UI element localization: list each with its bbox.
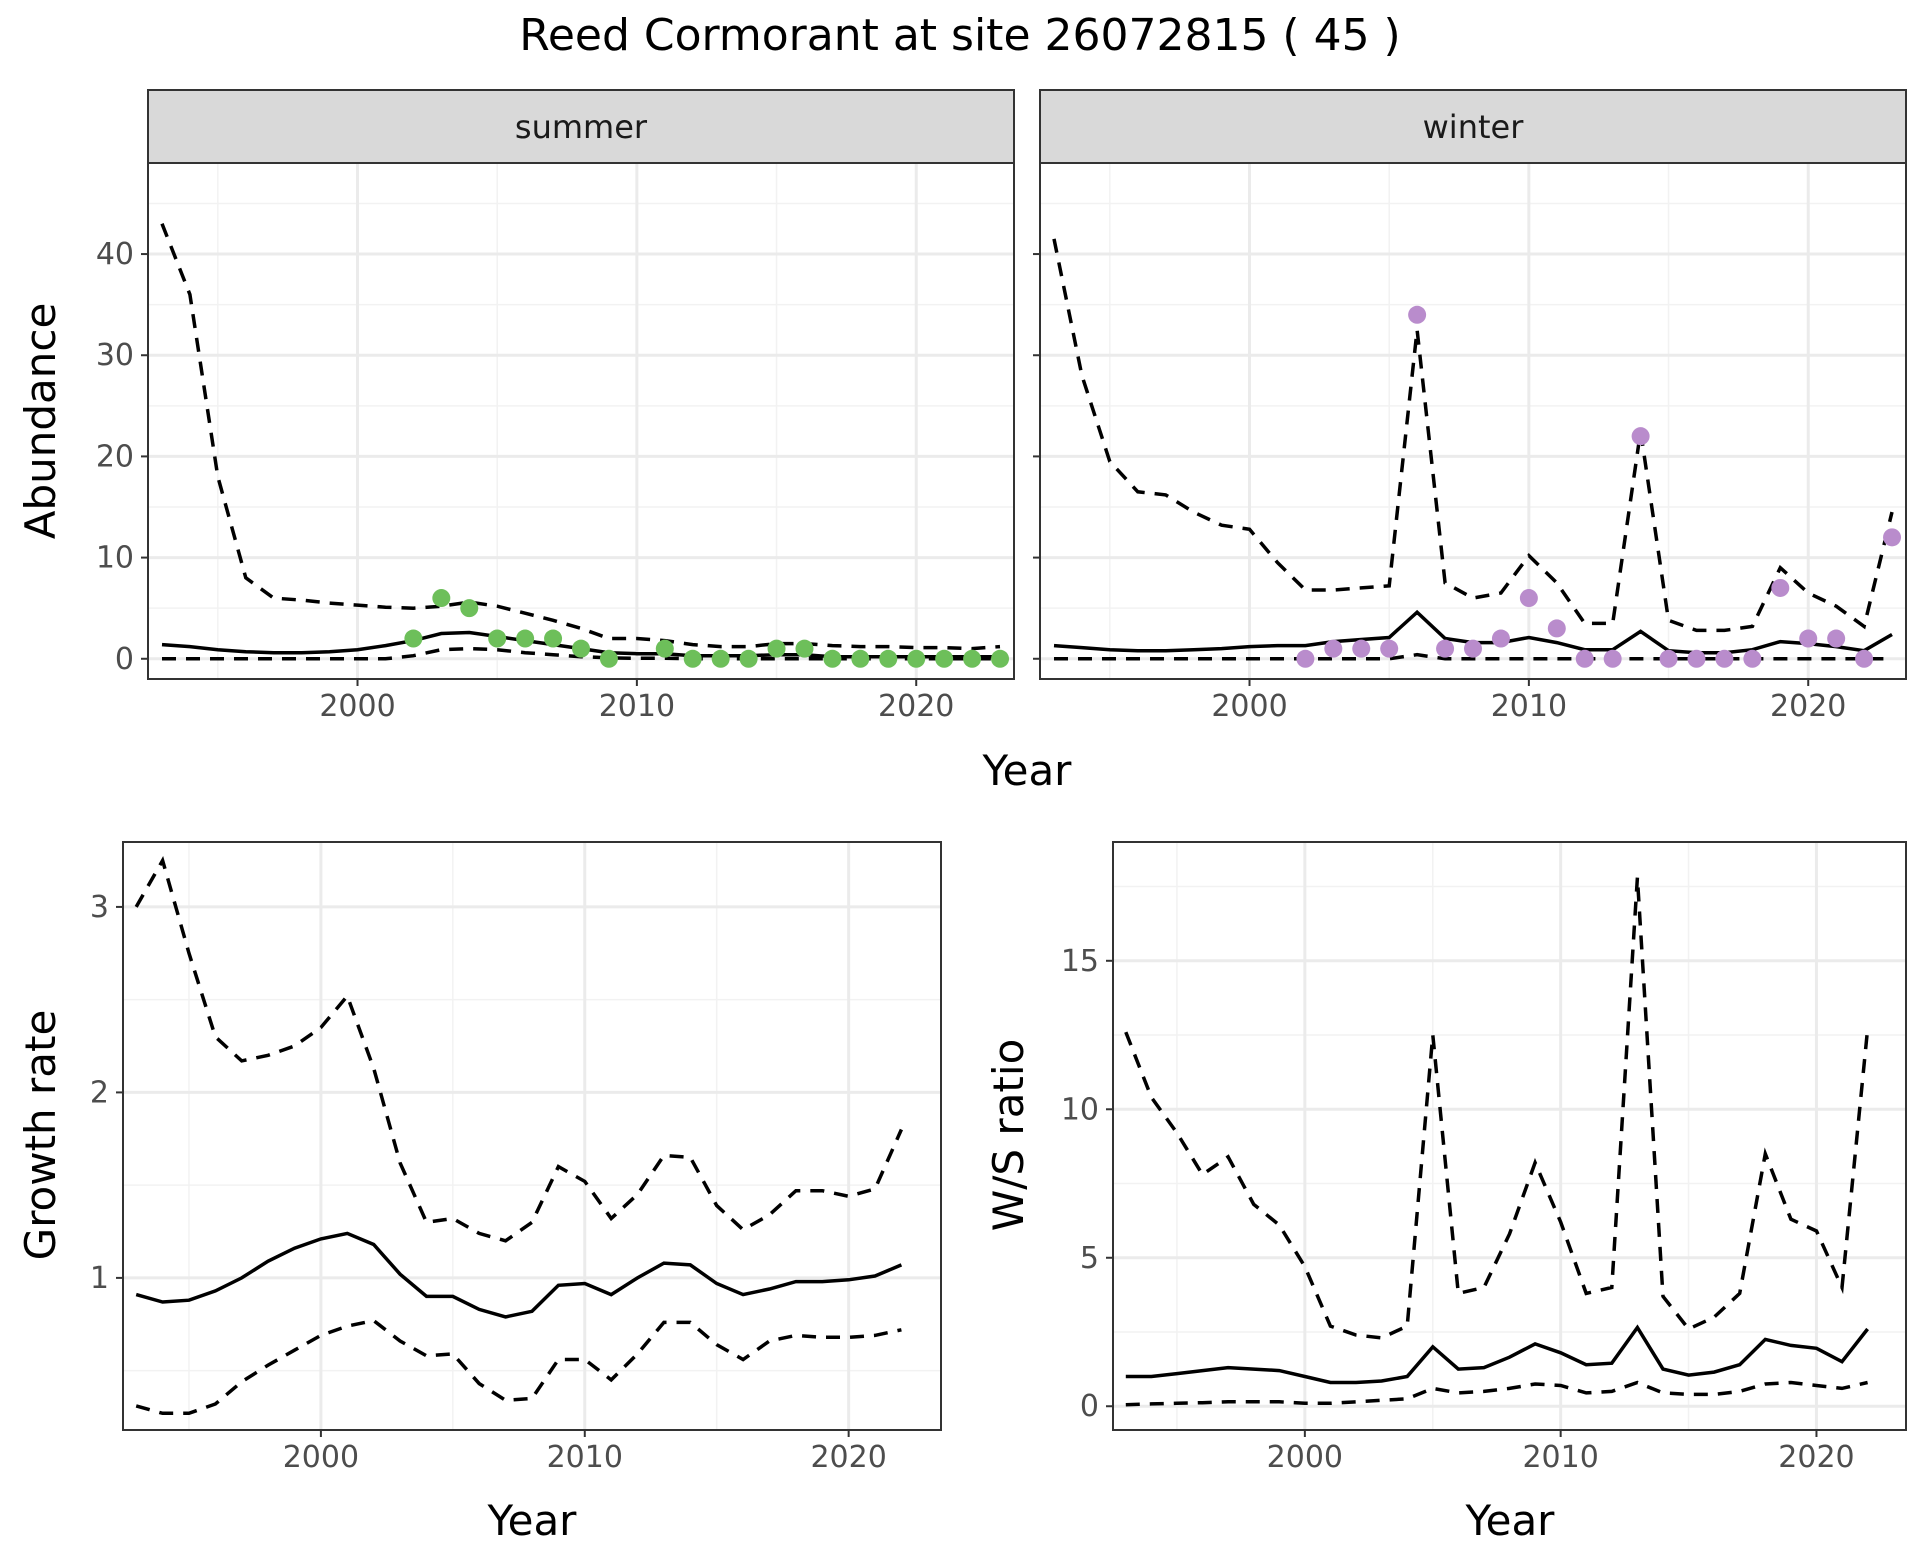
abundance-winter-panel: 2000 2010 2020 winter bbox=[1033, 89, 1907, 724]
observed-count-point bbox=[1547, 619, 1566, 638]
panel-border bbox=[122, 841, 942, 1431]
facet-strip-label: winter bbox=[1423, 108, 1525, 146]
observed-count-point bbox=[488, 629, 507, 648]
observed-count-point bbox=[599, 649, 618, 668]
observed-count-point bbox=[1464, 639, 1482, 658]
x-tick-label: 2010 bbox=[547, 1440, 623, 1475]
observed-count-point bbox=[879, 649, 898, 668]
observed-count-point bbox=[1799, 629, 1818, 648]
observed-count-point bbox=[1631, 427, 1650, 446]
observed-count-point bbox=[1324, 639, 1343, 658]
x-tick-label: 2010 bbox=[1522, 1440, 1598, 1475]
observed-count-point bbox=[851, 649, 870, 668]
observed-count-point bbox=[963, 649, 982, 668]
observed-count-point bbox=[907, 649, 926, 668]
y-tick-label: 10 bbox=[1061, 1092, 1099, 1127]
growth-rate-panel: 2000 2010 2020 1 2 3 bbox=[90, 841, 942, 1475]
growth-x-axis-title: Year bbox=[487, 1496, 578, 1545]
y-tick-label: 2 bbox=[90, 1075, 109, 1110]
x-tick-label: 2000 bbox=[283, 1440, 359, 1475]
observed-count-point bbox=[683, 649, 702, 668]
facet-strip-label: summer bbox=[515, 108, 648, 146]
y-tick-label: 3 bbox=[90, 890, 109, 925]
x-tick-label: 2000 bbox=[1211, 689, 1287, 724]
y-tick-label: 0 bbox=[115, 642, 134, 677]
observed-count-point bbox=[1855, 649, 1874, 668]
observed-count-point bbox=[823, 649, 842, 668]
x-tick-label: 2020 bbox=[1770, 689, 1846, 724]
upper-ci-line bbox=[134, 856, 903, 1243]
panel-border bbox=[1112, 841, 1907, 1431]
abundance-y-axis-title: Abundance bbox=[16, 303, 65, 540]
y-tick-label: 1 bbox=[90, 1261, 109, 1296]
observed-count-point bbox=[655, 639, 674, 658]
observed-count-point bbox=[795, 639, 814, 658]
x-tick-label: 2000 bbox=[1267, 1440, 1343, 1475]
upper-ci-line bbox=[160, 223, 1001, 651]
lower-ci-line bbox=[135, 1318, 902, 1416]
observed-count-point bbox=[1436, 639, 1455, 658]
x-tick-label: 2020 bbox=[810, 1440, 886, 1475]
observed-count-point bbox=[711, 649, 730, 668]
observed-count-point bbox=[404, 629, 423, 648]
x-tick-label: 2010 bbox=[599, 689, 675, 724]
y-tick-label: 0 bbox=[1080, 1389, 1099, 1424]
facet-strip bbox=[1039, 89, 1907, 164]
abundance-x-axis-title: Year bbox=[982, 746, 1073, 795]
lower-ci-line bbox=[1125, 1380, 1868, 1407]
y-tick-label: 20 bbox=[96, 439, 134, 474]
ws-x-axis-title: Year bbox=[1465, 1496, 1556, 1545]
x-tick-label: 2000 bbox=[319, 689, 395, 724]
y-tick-label: 15 bbox=[1061, 944, 1099, 979]
facet-strip bbox=[147, 89, 1015, 164]
panel-background bbox=[1113, 842, 1906, 1430]
observed-count-point bbox=[572, 639, 590, 658]
observed-count-point bbox=[432, 589, 451, 608]
observed-count-point bbox=[1352, 639, 1371, 658]
observed-count-point bbox=[460, 599, 479, 618]
observed-count-point bbox=[1659, 649, 1678, 668]
observed-count-point bbox=[1408, 305, 1427, 324]
y-tick-label: 40 bbox=[96, 237, 134, 272]
observed-count-point bbox=[1883, 528, 1902, 547]
panel-background bbox=[148, 163, 1014, 679]
observed-count-point bbox=[767, 639, 786, 658]
observed-count-point bbox=[1743, 649, 1762, 668]
ws-y-axis-title: W/S ratio bbox=[984, 1039, 1033, 1232]
observed-count-point bbox=[1827, 629, 1846, 648]
observed-count-point bbox=[935, 649, 954, 668]
growth-y-axis-title: Growth rate bbox=[16, 1010, 65, 1261]
x-tick-label: 2020 bbox=[878, 689, 954, 724]
y-tick-label: 5 bbox=[1080, 1241, 1099, 1276]
ws-ratio-panel: 2000 2010 2020 0 5 10 15 bbox=[1061, 841, 1907, 1475]
observed-count-point bbox=[1687, 649, 1706, 668]
x-tick-label: 2010 bbox=[1491, 689, 1567, 724]
y-tick-label: 30 bbox=[96, 338, 134, 373]
observed-count-point bbox=[1575, 649, 1594, 668]
observed-count-point bbox=[1715, 649, 1734, 668]
y-tick-label: 10 bbox=[96, 541, 134, 576]
mean-line bbox=[135, 1231, 903, 1319]
abundance-summer-panel: 2000 2010 2020 0 10 20 30 40 summer bbox=[96, 89, 1015, 724]
x-tick-label: 2020 bbox=[1778, 1440, 1854, 1475]
observed-count-point bbox=[1296, 649, 1315, 668]
figure-title: Reed Cormorant at site 26072815 ( 45 ) bbox=[519, 10, 1400, 61]
upper-ci-line bbox=[1124, 877, 1870, 1340]
panel-background bbox=[1040, 163, 1906, 679]
upper-ci-line bbox=[1052, 238, 1894, 633]
observed-count-point bbox=[1519, 589, 1538, 608]
observed-count-point bbox=[739, 649, 758, 668]
observed-count-point bbox=[991, 649, 1010, 668]
mean-line bbox=[1125, 1324, 1869, 1385]
observed-count-point bbox=[1491, 629, 1510, 648]
observed-count-point bbox=[544, 629, 563, 648]
observed-count-point bbox=[1603, 649, 1622, 668]
observed-count-point bbox=[516, 629, 535, 648]
observed-count-point bbox=[1380, 639, 1399, 658]
observed-count-point bbox=[1771, 578, 1790, 597]
panel-background bbox=[123, 842, 941, 1430]
